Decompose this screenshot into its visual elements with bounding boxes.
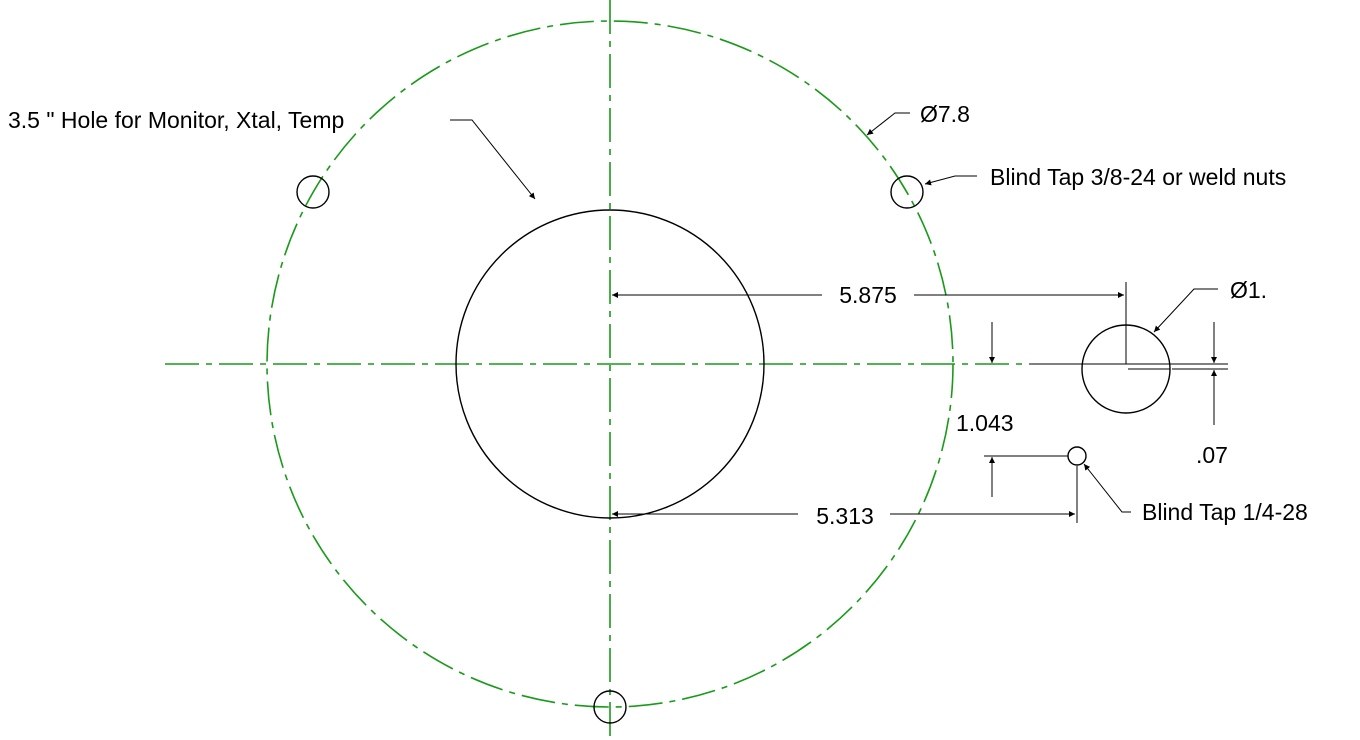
blind-tap-small-label: Blind Tap 1/4-28 — [1142, 499, 1308, 525]
leader-side-hole: Ø1. — [1153, 277, 1267, 333]
leader-bolt-circle: Ø7.8 — [866, 101, 970, 136]
center-hole — [455, 209, 765, 519]
leader-blind-tap-small: Blind Tap 1/4-28 — [1083, 463, 1308, 525]
dimension-5875: 5.875 — [612, 282, 1127, 364]
bolt-circle — [266, 20, 954, 708]
holes — [296, 175, 1171, 724]
dim-1043-text: 1.043 — [956, 410, 1014, 436]
leader-center-hole: 3.5 " Hole for Monitor, Xtal, Temp — [8, 107, 536, 200]
bolt-circle-dia-label: Ø7.8 — [920, 101, 970, 127]
center-hole-label: 3.5 " Hole for Monitor, Xtal, Temp — [8, 107, 344, 133]
dimension-007: .07 — [1030, 322, 1228, 468]
dimension-1043: 1.043 — [956, 322, 1068, 497]
dimension-5313: 5.313 — [612, 466, 1078, 529]
centerlines — [165, 0, 1030, 740]
dim-5875-text: 5.875 — [839, 282, 897, 308]
leader-blind-tap-large: Blind Tap 3/8-24 or weld nuts — [924, 164, 1286, 190]
dim-007-text: .07 — [1196, 442, 1228, 468]
bolt-hole-right — [890, 175, 924, 209]
bolt-hole-left — [296, 175, 330, 209]
side-hole-dia-label: Ø1. — [1230, 277, 1267, 303]
bolt-hole-bottom — [593, 690, 627, 724]
small-tap-hole — [1067, 446, 1087, 466]
dim-5313-text: 5.313 — [816, 503, 874, 529]
blind-tap-large-label: Blind Tap 3/8-24 or weld nuts — [990, 164, 1286, 190]
